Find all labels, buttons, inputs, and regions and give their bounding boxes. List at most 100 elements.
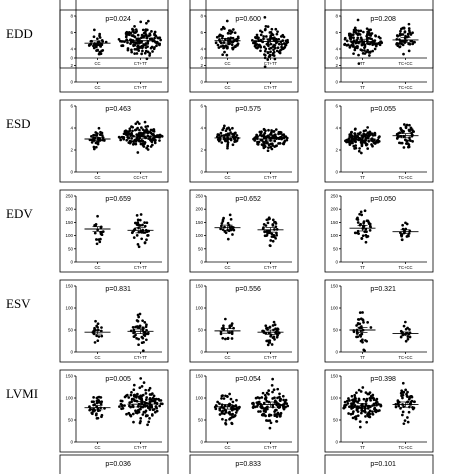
data-point	[90, 39, 94, 43]
y-tick-label: 0	[70, 170, 73, 175]
data-point	[286, 404, 290, 408]
data-point	[362, 132, 366, 136]
data-point	[401, 33, 405, 36]
x-tick-label: CC	[94, 355, 100, 360]
data-point	[281, 133, 284, 137]
data-point	[368, 42, 372, 46]
data-point	[408, 138, 412, 142]
data-point	[343, 37, 347, 41]
data-point	[282, 407, 286, 411]
data-point	[235, 398, 238, 402]
data-point	[137, 37, 141, 41]
p-value-label: p=0.652	[235, 196, 261, 203]
data-point	[130, 50, 134, 54]
data-point	[397, 42, 401, 45]
y-tick-label: 6	[200, 104, 203, 109]
data-point	[138, 128, 141, 132]
data-point	[264, 47, 268, 51]
data-point	[351, 412, 355, 415]
data-point	[148, 408, 152, 411]
data-point	[223, 124, 226, 128]
data-point	[366, 30, 369, 34]
data-point	[357, 62, 361, 65]
data-point	[90, 400, 94, 404]
y-tick-label: 50	[68, 328, 74, 333]
data-point	[276, 30, 279, 34]
y-tick-label: 0	[335, 350, 338, 355]
data-point	[96, 416, 100, 420]
data-point	[255, 33, 259, 37]
data-point	[274, 128, 278, 131]
data-point	[358, 147, 361, 150]
data-point	[230, 40, 234, 44]
data-point	[219, 224, 223, 228]
data-point	[148, 130, 151, 134]
y-tick-label: 0	[200, 350, 203, 355]
data-point	[345, 43, 349, 47]
y-tick-label: 0	[335, 260, 338, 265]
data-point	[144, 46, 148, 50]
data-point	[133, 52, 137, 55]
data-point	[233, 414, 237, 418]
data-point	[96, 214, 99, 218]
data-point	[100, 400, 104, 404]
data-point	[227, 29, 231, 32]
data-point	[358, 420, 362, 424]
data-point	[362, 221, 366, 225]
data-point	[140, 126, 143, 129]
data-point	[158, 404, 161, 408]
data-point	[147, 137, 150, 140]
x-tick-label: CC+CT	[133, 175, 148, 180]
data-point	[412, 400, 416, 404]
data-point	[138, 218, 142, 222]
data-point	[218, 38, 221, 41]
p-value-label: p=0.321	[370, 286, 396, 293]
data-point	[368, 228, 372, 232]
data-point	[93, 231, 97, 235]
data-point	[235, 134, 239, 137]
data-point	[129, 31, 133, 35]
data-point	[155, 44, 158, 48]
data-point	[226, 146, 229, 150]
data-point	[153, 30, 157, 34]
data-point	[397, 404, 401, 408]
data-point	[137, 325, 141, 329]
data-point	[134, 325, 137, 329]
data-point	[146, 148, 150, 151]
y-tick-label: 0	[335, 440, 338, 445]
data-point	[365, 420, 369, 424]
data-point	[356, 46, 359, 50]
data-point	[370, 37, 374, 41]
data-point	[262, 37, 265, 41]
data-point	[269, 413, 273, 417]
x-tick-label: CT+TT	[134, 445, 148, 450]
data-point	[399, 233, 403, 237]
data-point	[352, 330, 356, 334]
data-point	[394, 405, 398, 409]
data-point	[148, 401, 152, 404]
data-point	[98, 133, 102, 137]
data-point	[128, 401, 132, 404]
data-point	[120, 407, 123, 411]
data-point	[148, 393, 152, 396]
data-point	[356, 33, 360, 37]
data-point	[402, 422, 406, 426]
data-point	[135, 52, 139, 55]
data-point	[141, 223, 144, 227]
data-point	[93, 326, 96, 330]
x-tick-label: TT	[360, 175, 366, 180]
data-point	[363, 209, 367, 213]
data-point	[275, 420, 279, 423]
data-point	[96, 132, 99, 135]
p-value-label: p=0.101	[370, 461, 396, 468]
data-point	[353, 231, 357, 235]
data-point	[144, 409, 148, 413]
y-tick-label: 100	[195, 306, 203, 311]
y-tick-label: 2	[70, 148, 73, 153]
data-point	[131, 405, 135, 409]
data-point	[92, 396, 95, 399]
data-point	[378, 43, 382, 47]
data-point	[262, 127, 266, 131]
data-point	[275, 415, 279, 418]
